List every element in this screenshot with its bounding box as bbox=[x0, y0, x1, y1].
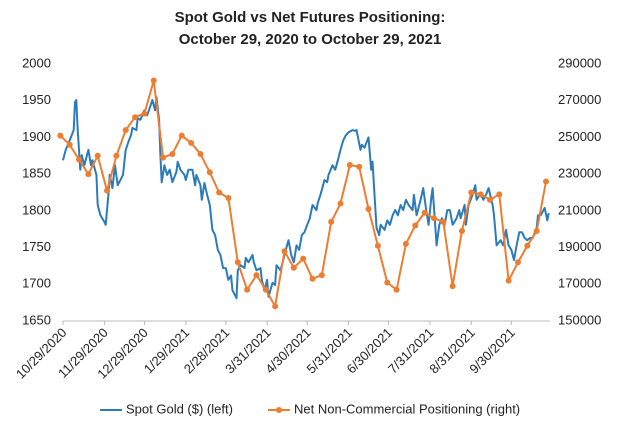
series-marker bbox=[150, 77, 157, 84]
y-tick-label: 1900 bbox=[22, 129, 51, 144]
series-marker bbox=[178, 132, 185, 139]
series-marker bbox=[66, 141, 73, 148]
series-marker bbox=[430, 215, 437, 222]
series-marker bbox=[141, 110, 148, 117]
series-marker bbox=[234, 259, 241, 266]
series-marker bbox=[374, 242, 381, 249]
series-marker bbox=[346, 161, 353, 168]
series-marker bbox=[393, 286, 400, 293]
chart-subtitle: October 29, 2020 to October 29, 2021 bbox=[179, 31, 442, 48]
y2-tick-label: 290000 bbox=[558, 55, 601, 70]
y-tick-label: 1950 bbox=[22, 92, 51, 107]
series-marker bbox=[253, 272, 260, 279]
series-marker bbox=[477, 191, 484, 198]
y2-tick-label: 210000 bbox=[558, 202, 601, 217]
series-marker bbox=[505, 277, 512, 284]
legend-label: Spot Gold ($) (left) bbox=[126, 401, 233, 416]
y-tick-label: 1750 bbox=[22, 239, 51, 254]
series-marker bbox=[524, 242, 531, 249]
series-marker bbox=[384, 279, 391, 286]
y-tick-label: 1700 bbox=[22, 276, 51, 291]
series-marker bbox=[486, 196, 493, 203]
series-marker bbox=[309, 275, 316, 282]
y2-tick-label: 150000 bbox=[558, 312, 601, 327]
series-marker bbox=[169, 150, 176, 157]
series-marker bbox=[496, 191, 503, 198]
series-marker bbox=[57, 132, 64, 139]
series-marker bbox=[356, 163, 363, 170]
series-marker bbox=[197, 150, 204, 157]
y2-tick-label: 250000 bbox=[558, 129, 601, 144]
series-marker bbox=[318, 272, 325, 279]
legend-label: Net Non-Commercial Positioning (right) bbox=[294, 401, 520, 416]
series-marker bbox=[440, 218, 447, 225]
series-marker bbox=[281, 248, 288, 255]
y2-tick-label: 230000 bbox=[558, 166, 601, 181]
series-marker bbox=[113, 152, 120, 159]
series-marker bbox=[514, 259, 521, 266]
series-marker bbox=[290, 264, 297, 271]
series-marker bbox=[365, 206, 372, 213]
series-marker bbox=[421, 209, 428, 216]
series-marker bbox=[262, 286, 269, 293]
series-marker bbox=[160, 154, 167, 161]
series-marker bbox=[225, 195, 232, 202]
series-marker bbox=[76, 156, 83, 163]
series-marker bbox=[542, 178, 549, 185]
series-marker bbox=[300, 255, 307, 262]
y-tick-label: 1850 bbox=[22, 166, 51, 181]
series-marker bbox=[216, 189, 223, 196]
series-marker bbox=[85, 171, 92, 178]
series-marker bbox=[104, 187, 111, 194]
series-marker bbox=[458, 228, 465, 235]
series-marker bbox=[449, 283, 456, 290]
series-marker bbox=[328, 218, 335, 225]
y2-tick-label: 270000 bbox=[558, 92, 601, 107]
series-marker bbox=[188, 139, 195, 146]
y2-tick-label: 190000 bbox=[558, 239, 601, 254]
chart-title: Spot Gold vs Net Futures Positioning: bbox=[175, 9, 446, 26]
legend-marker bbox=[276, 407, 282, 413]
y2-tick-label: 170000 bbox=[558, 276, 601, 291]
series-marker bbox=[206, 169, 213, 176]
series-marker bbox=[402, 240, 409, 247]
series-marker bbox=[533, 228, 540, 235]
series-marker bbox=[132, 114, 139, 121]
series-marker bbox=[94, 152, 101, 159]
series-marker bbox=[468, 189, 475, 196]
y-tick-label: 1800 bbox=[22, 202, 51, 217]
series-marker bbox=[337, 200, 344, 207]
series-marker bbox=[412, 222, 419, 229]
series-marker bbox=[122, 127, 129, 134]
series-marker bbox=[272, 303, 279, 310]
y-tick-label: 2000 bbox=[22, 55, 51, 70]
series-marker bbox=[244, 286, 251, 293]
y-tick-label: 1650 bbox=[22, 312, 51, 327]
